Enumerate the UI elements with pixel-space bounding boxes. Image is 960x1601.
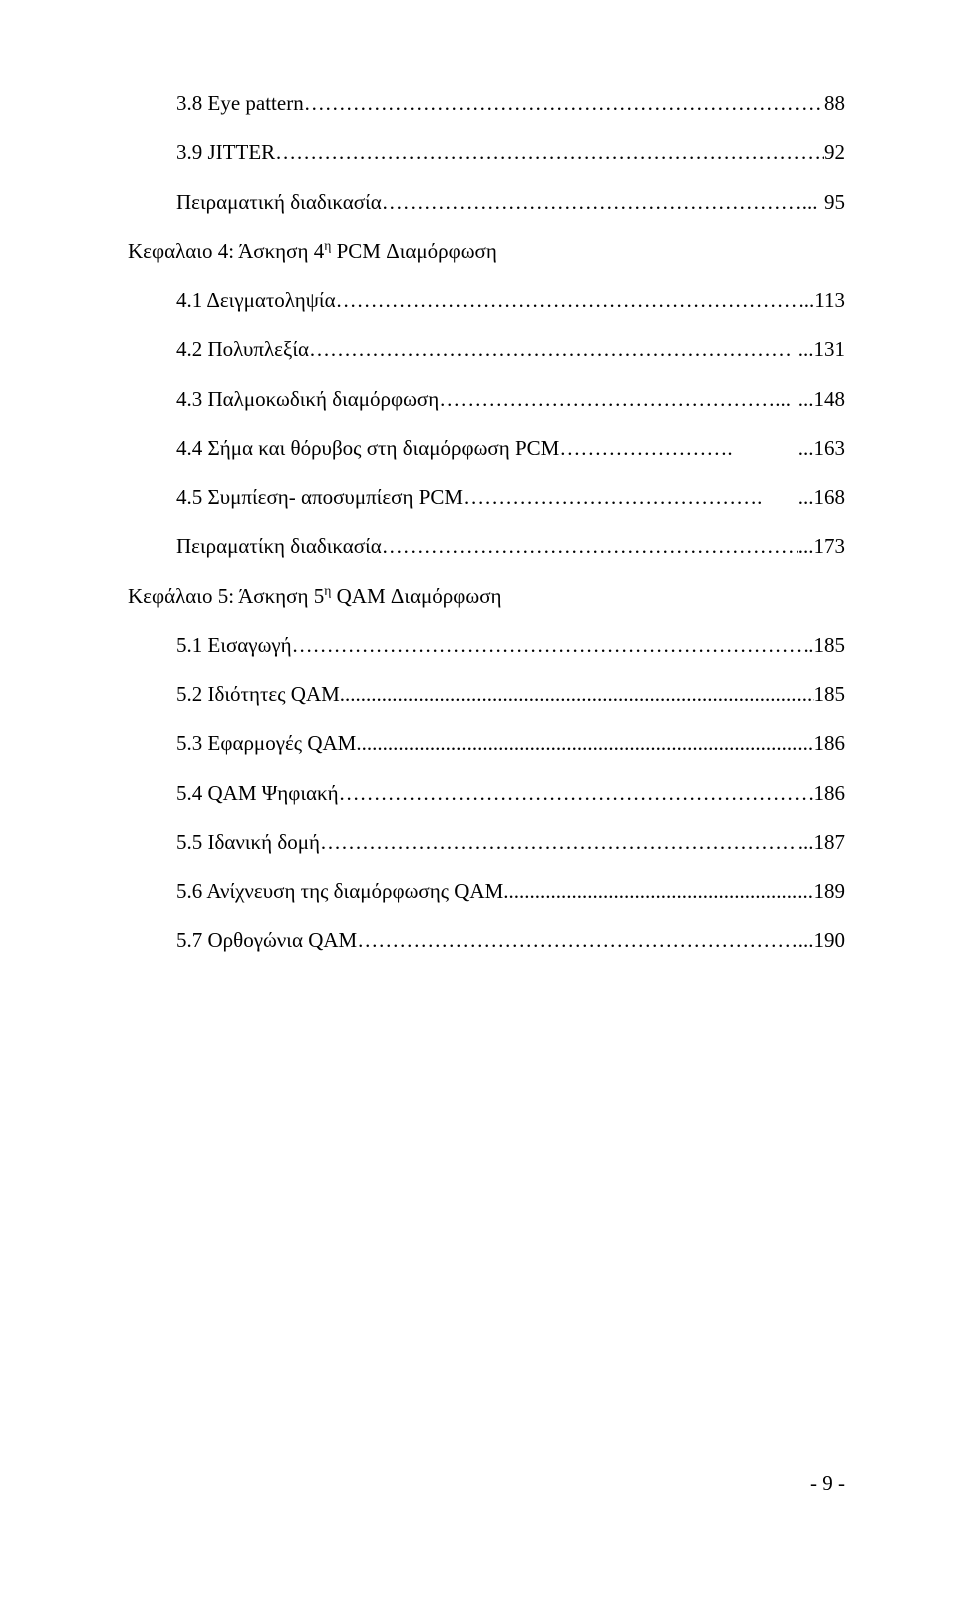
toc-entry-page: 185 [814, 681, 846, 707]
toc-entry-label: 5.3 Εφαρμογές QAM [176, 730, 356, 756]
toc-entry-page: 88 [824, 90, 845, 116]
toc-entry-leader: …………………………………………………………. [336, 287, 799, 313]
page-number-footer: - 9 - [810, 1471, 845, 1496]
toc-entry-page: 95 [824, 189, 845, 215]
toc-entry-label: Κεφαλαιο 4: Άσκηση 4η PCM Διαμόρφωση [128, 238, 497, 264]
toc-entry-leader: ………………………………………………………………… [292, 632, 809, 658]
toc-entry-page: 189 [814, 878, 846, 904]
toc-entry: 5.4 QAM Ψηφιακή ……………………………………………………………1… [128, 780, 845, 806]
toc-entry-label: 5.6 Ανίχνευση της διαμόρφωσης QAM [176, 878, 503, 904]
toc-entry: 5.1 Εισαγωγή ………………………………………………………………….1… [128, 632, 845, 658]
toc-entry-page: 186 [814, 730, 846, 756]
toc-entry-leader: ……………………………………………………... [382, 189, 824, 215]
toc-entry-label: 5.2 Ιδιότητες QAM [176, 681, 340, 707]
toc-entry-leader: …………………………………………………………… [339, 780, 814, 806]
toc-entry: Πειραματική διαδικασία ……………………………………………… [128, 189, 845, 215]
toc-entry-leader: ……………………. [559, 435, 797, 461]
toc-entry: 4.2 Πολυπλεξία ……………………………………………………………..… [128, 336, 845, 362]
toc-entry: 5.5 Ιδανική δομή ……………………………………………………………… [128, 829, 845, 855]
toc-entry-label: 5.5 Ιδανική δομή [176, 829, 320, 855]
toc-entry: 5.2 Ιδιότητες QAM ......................… [128, 681, 845, 707]
toc-entry-leader: ........................................… [340, 681, 814, 707]
toc-entry-leader: …………………………………………………………………... [304, 90, 824, 116]
toc-entry-label: Πειραματίκη διαδικασία [176, 533, 382, 559]
toc-entry-label: 4.1 Δειγματοληψία [176, 287, 336, 313]
toc-entry-page: .185 [808, 632, 845, 658]
toc-entry-label: 3.8 Eye pattern [176, 90, 304, 116]
toc-entry-leader: …………………………………………... [439, 386, 798, 412]
toc-entry-label: Κεφάλαιο 5: Άσκηση 5η QAM Διαμόρφωση [128, 583, 502, 609]
toc-entry: Πειραματίκη διαδικασία ……………………………………………… [128, 533, 845, 559]
toc-entry-page: ...173 [798, 533, 845, 559]
toc-entry: 4.4 Σήμα και θόρυβος στη διαμόρφωση PCM … [128, 435, 845, 461]
toc-entry: Κεφαλαιο 4: Άσκηση 4η PCM Διαμόρφωση [128, 238, 845, 264]
toc-entry-leader: ……………………………………. [463, 484, 798, 510]
toc-entry-page: ...113 [799, 287, 845, 313]
toc-entry: 4.3 Παλμοκωδική διαμόρφωση …………………………………… [128, 386, 845, 412]
toc-entry-leader: ........................................… [503, 878, 813, 904]
toc-entry-page: ...190 [798, 927, 845, 953]
toc-entry-page: ...148 [798, 386, 845, 412]
table-of-contents: 3.8 Eye pattern ………………………………………………………………… [128, 90, 845, 954]
toc-entry-page: ...131 [798, 336, 845, 362]
toc-entry: Κεφάλαιο 5: Άσκηση 5η QAM Διαμόρφωση [128, 583, 845, 609]
toc-entry: 3.8 Eye pattern ………………………………………………………………… [128, 90, 845, 116]
toc-entry-page: ...163 [798, 435, 845, 461]
toc-entry-label: 3.9 JITTER [176, 139, 275, 165]
toc-entry: 3.9 JITTER ……………………………………………………………………...… [128, 139, 845, 165]
toc-entry-page: ...168 [798, 484, 845, 510]
toc-entry: 4.1 Δειγματοληψία …………………………………………………………… [128, 287, 845, 313]
toc-entry-label: 5.1 Εισαγωγή [176, 632, 292, 658]
toc-entry-page: 186 [814, 780, 846, 806]
toc-entry-leader: ……………………………………………………. [382, 533, 798, 559]
toc-entry-label: Πειραματική διαδικασία [176, 189, 382, 215]
toc-entry-label: 4.3 Παλμοκωδική διαμόρφωση [176, 386, 439, 412]
toc-entry-leader: ………………………………………………………… [357, 927, 798, 953]
toc-entry: 5.3 Εφαρμογές QAM ......................… [128, 730, 845, 756]
toc-entry-label: 4.5 Συμπίεση- αποσυμπίεση PCM [176, 484, 463, 510]
toc-entry: 5.7 Ορθογώνια QAM …………………………………………………………… [128, 927, 845, 953]
toc-entry-leader: ........................................… [356, 730, 813, 756]
toc-entry-label: 5.4 QAM Ψηφιακή [176, 780, 339, 806]
toc-entry: 4.5 Συμπίεση- αποσυμπίεση PCM …………………………… [128, 484, 845, 510]
toc-entry-leader: ……………………………………………………………………... [275, 139, 824, 165]
toc-entry-leader: ……………………………………………………………… [320, 829, 798, 855]
document-page: 3.8 Eye pattern ………………………………………………………………… [0, 0, 960, 1601]
toc-entry-leader: …………………………………………………………… [309, 336, 798, 362]
toc-entry-page: 92 [824, 139, 845, 165]
toc-entry-label: 5.7 Ορθογώνια QAM [176, 927, 357, 953]
toc-entry-label: 4.4 Σήμα και θόρυβος στη διαμόρφωση PCM [176, 435, 559, 461]
toc-entry: 5.6 Ανίχνευση της διαμόρφωσης QAM ......… [128, 878, 845, 904]
toc-entry-page: ...187 [798, 829, 845, 855]
toc-entry-label: 4.2 Πολυπλεξία [176, 336, 309, 362]
